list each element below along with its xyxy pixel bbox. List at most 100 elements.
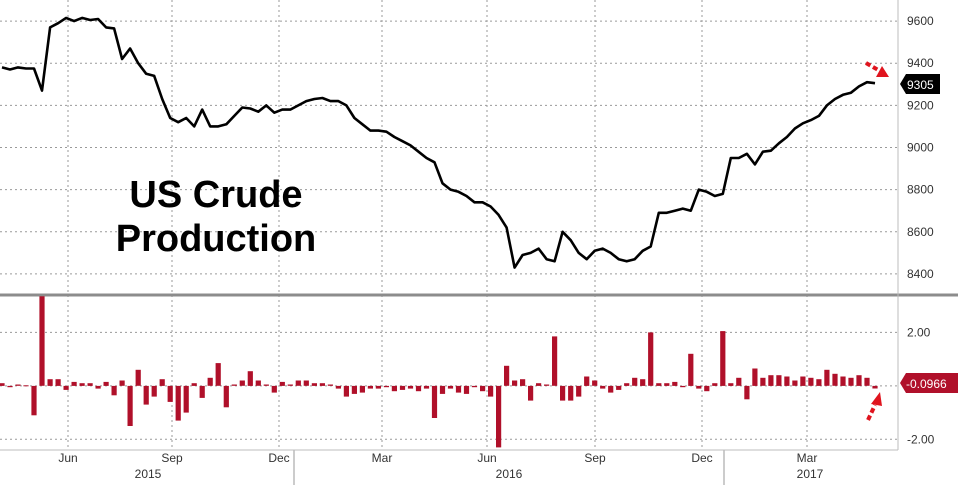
change-bar	[135, 369, 141, 386]
arrow-icon-top	[865, 61, 889, 77]
change-bar	[447, 385, 454, 389]
change-bar	[183, 385, 189, 413]
change-bar	[463, 385, 470, 394]
change-bar	[712, 383, 718, 386]
change-bar	[800, 376, 806, 386]
y-tick-label: 2.00	[907, 325, 931, 339]
line-series	[1, 16, 876, 269]
axis-labels: Jun Sep Dec Mar Jun Sep Dec Mar 8400 8600 8800 9000…	[0, 14, 935, 485]
change-bar	[672, 381, 678, 386]
change-bar	[471, 385, 478, 388]
change-bar	[528, 385, 534, 401]
change-bar	[303, 380, 309, 386]
change-bar	[55, 379, 61, 386]
change-bar	[159, 379, 165, 386]
change-bar	[295, 380, 301, 386]
change-bar	[143, 385, 149, 405]
change-bar	[415, 385, 422, 392]
change-bar	[632, 377, 638, 386]
x-month-label: Mar	[372, 451, 393, 465]
change-bar	[840, 376, 846, 386]
arrow-icon-bottom	[866, 392, 882, 421]
change-bar	[768, 375, 774, 386]
change-bar	[736, 377, 742, 386]
grid-layer	[0, 0, 898, 450]
line-last-value-tag: 9305	[900, 74, 940, 94]
bar-series	[0, 296, 878, 448]
change-bar	[71, 381, 77, 386]
line-last-value-box	[900, 74, 940, 94]
change-bar	[199, 385, 205, 398]
change-bar	[728, 383, 734, 386]
change-bar	[263, 384, 269, 386]
change-bar	[119, 380, 125, 386]
change-bar	[560, 385, 566, 401]
change-bar	[592, 380, 598, 386]
y-tick-label: 8400	[907, 267, 934, 281]
change-bar	[167, 385, 173, 402]
change-bar	[584, 376, 590, 386]
y-tick-label: 9600	[907, 14, 934, 28]
change-bar	[656, 383, 662, 386]
change-bar	[39, 296, 45, 386]
change-bar	[15, 384, 21, 386]
chart-title-line-2: Production	[116, 218, 317, 260]
change-bar	[207, 377, 213, 386]
y-tick-label: 8800	[907, 183, 934, 197]
chart-title-line-1: US Crude	[129, 174, 302, 216]
change-bar	[439, 385, 446, 394]
change-bar	[616, 385, 622, 390]
change-bar	[335, 385, 341, 389]
change-bar	[608, 385, 614, 393]
change-bar	[864, 377, 870, 386]
change-bar	[704, 385, 710, 392]
change-bar	[359, 385, 365, 393]
change-bar	[568, 385, 574, 401]
change-bar	[664, 383, 670, 386]
change-bar	[512, 380, 518, 386]
line-last-value-label: 9305	[907, 78, 934, 92]
change-bar	[688, 353, 694, 386]
y-tick-label: 9200	[907, 98, 934, 112]
change-bar	[63, 385, 69, 390]
change-bar	[520, 379, 526, 386]
change-bar	[383, 385, 389, 388]
y-tick-label: 9400	[907, 56, 934, 70]
x-year-label: 2016	[496, 467, 523, 481]
change-bar	[848, 377, 854, 386]
bar-last-value-box	[900, 373, 958, 393]
change-bar	[79, 383, 85, 386]
x-month-label: Jun	[477, 451, 496, 465]
change-bar	[279, 381, 285, 386]
change-bar	[816, 379, 822, 386]
bar-last-value-label: -0.0966	[906, 377, 947, 391]
change-bar	[311, 383, 317, 386]
change-bar	[191, 383, 197, 386]
x-month-label: Mar	[797, 451, 818, 465]
change-bar	[215, 363, 221, 386]
change-bar	[536, 383, 542, 386]
x-month-label: Jun	[58, 451, 77, 465]
change-bar	[872, 385, 878, 389]
x-year-label: 2017	[797, 467, 824, 481]
change-bar	[351, 385, 357, 394]
change-bar	[856, 375, 862, 386]
change-bar	[480, 385, 486, 392]
change-bar	[696, 385, 702, 389]
change-bar	[776, 375, 782, 386]
change-bar	[23, 385, 29, 387]
change-bar	[832, 373, 838, 386]
x-year-label: 2015	[135, 467, 162, 481]
change-bar	[544, 384, 550, 386]
change-bar	[175, 385, 181, 421]
change-bar	[744, 385, 750, 400]
change-bar	[103, 381, 109, 386]
change-bar	[576, 385, 582, 397]
change-bar	[239, 380, 245, 386]
change-bar	[391, 385, 397, 392]
change-bar	[496, 385, 502, 448]
change-bar	[87, 383, 93, 386]
change-bar	[455, 385, 462, 393]
change-bar	[792, 380, 798, 386]
